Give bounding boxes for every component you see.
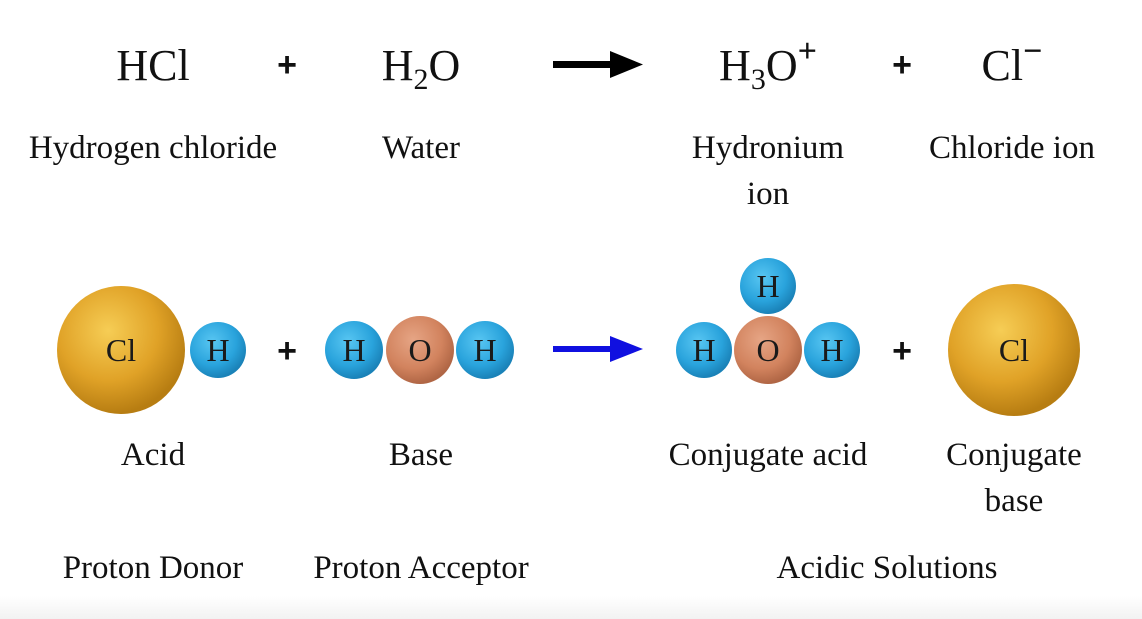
reaction-arrow-black <box>553 51 643 78</box>
formula-hydronium: H3O+ <box>719 33 817 96</box>
oxygen-atom: O <box>386 316 454 384</box>
chlorine-atom: Cl <box>57 286 185 414</box>
svg-text:O: O <box>408 332 431 368</box>
hydrogen-atom: H <box>676 322 732 378</box>
formula-chloride: Cl− <box>981 33 1043 90</box>
name-hydronium-ion: Hydronium ion <box>691 130 845 212</box>
hydrogen-atom: H <box>325 321 383 379</box>
oxygen-atom: O <box>734 316 802 384</box>
plus-sign-model-1: + <box>277 332 297 370</box>
label-base: Base <box>388 437 454 473</box>
name-hydrogen-chloride: Hydrogen chloride <box>28 130 278 166</box>
svg-text:Cl: Cl <box>999 332 1029 368</box>
bottom-shade <box>0 596 1142 619</box>
hydrogen-atom: H <box>190 322 246 378</box>
role-acidic-solutions: Acidic Solutions <box>776 550 998 586</box>
formula-water: H2O <box>381 41 461 96</box>
hydrogen-atom: H <box>456 321 514 379</box>
label-conjugate-acid: Conjugate acid <box>668 437 868 473</box>
name-water: Water <box>382 130 460 166</box>
name-chloride-ion: Chloride ion <box>929 130 1095 166</box>
svg-text:O: O <box>756 332 779 368</box>
formula-hcl: HCl <box>116 41 190 90</box>
svg-text:H: H <box>692 332 715 368</box>
conjugate-base-molecule: Cl <box>948 284 1080 416</box>
conjugate-acid-molecule: O H H H <box>676 258 860 384</box>
hydrogen-atom: H <box>740 258 796 314</box>
svg-text:H: H <box>342 332 365 368</box>
role-proton-donor: Proton Donor <box>62 550 244 586</box>
svg-text:H: H <box>756 268 779 304</box>
acid-molecule: Cl H <box>57 286 246 414</box>
svg-text:Cl: Cl <box>106 332 136 368</box>
plus-sign-equation-2: + <box>892 46 912 84</box>
chlorine-atom: Cl <box>948 284 1080 416</box>
plus-sign-model-2: + <box>892 332 912 370</box>
reaction-arrow-blue <box>553 336 643 362</box>
svg-text:H: H <box>820 332 843 368</box>
svg-text:H: H <box>473 332 496 368</box>
role-proton-acceptor: Proton Acceptor <box>313 550 529 586</box>
hydrogen-atom: H <box>804 322 860 378</box>
base-molecule: O H H <box>325 316 514 384</box>
label-conjugate-base: Conjugate base <box>946 437 1082 519</box>
label-acid: Acid <box>120 437 186 473</box>
svg-text:H: H <box>206 332 229 368</box>
plus-sign-equation-1: + <box>277 46 297 84</box>
